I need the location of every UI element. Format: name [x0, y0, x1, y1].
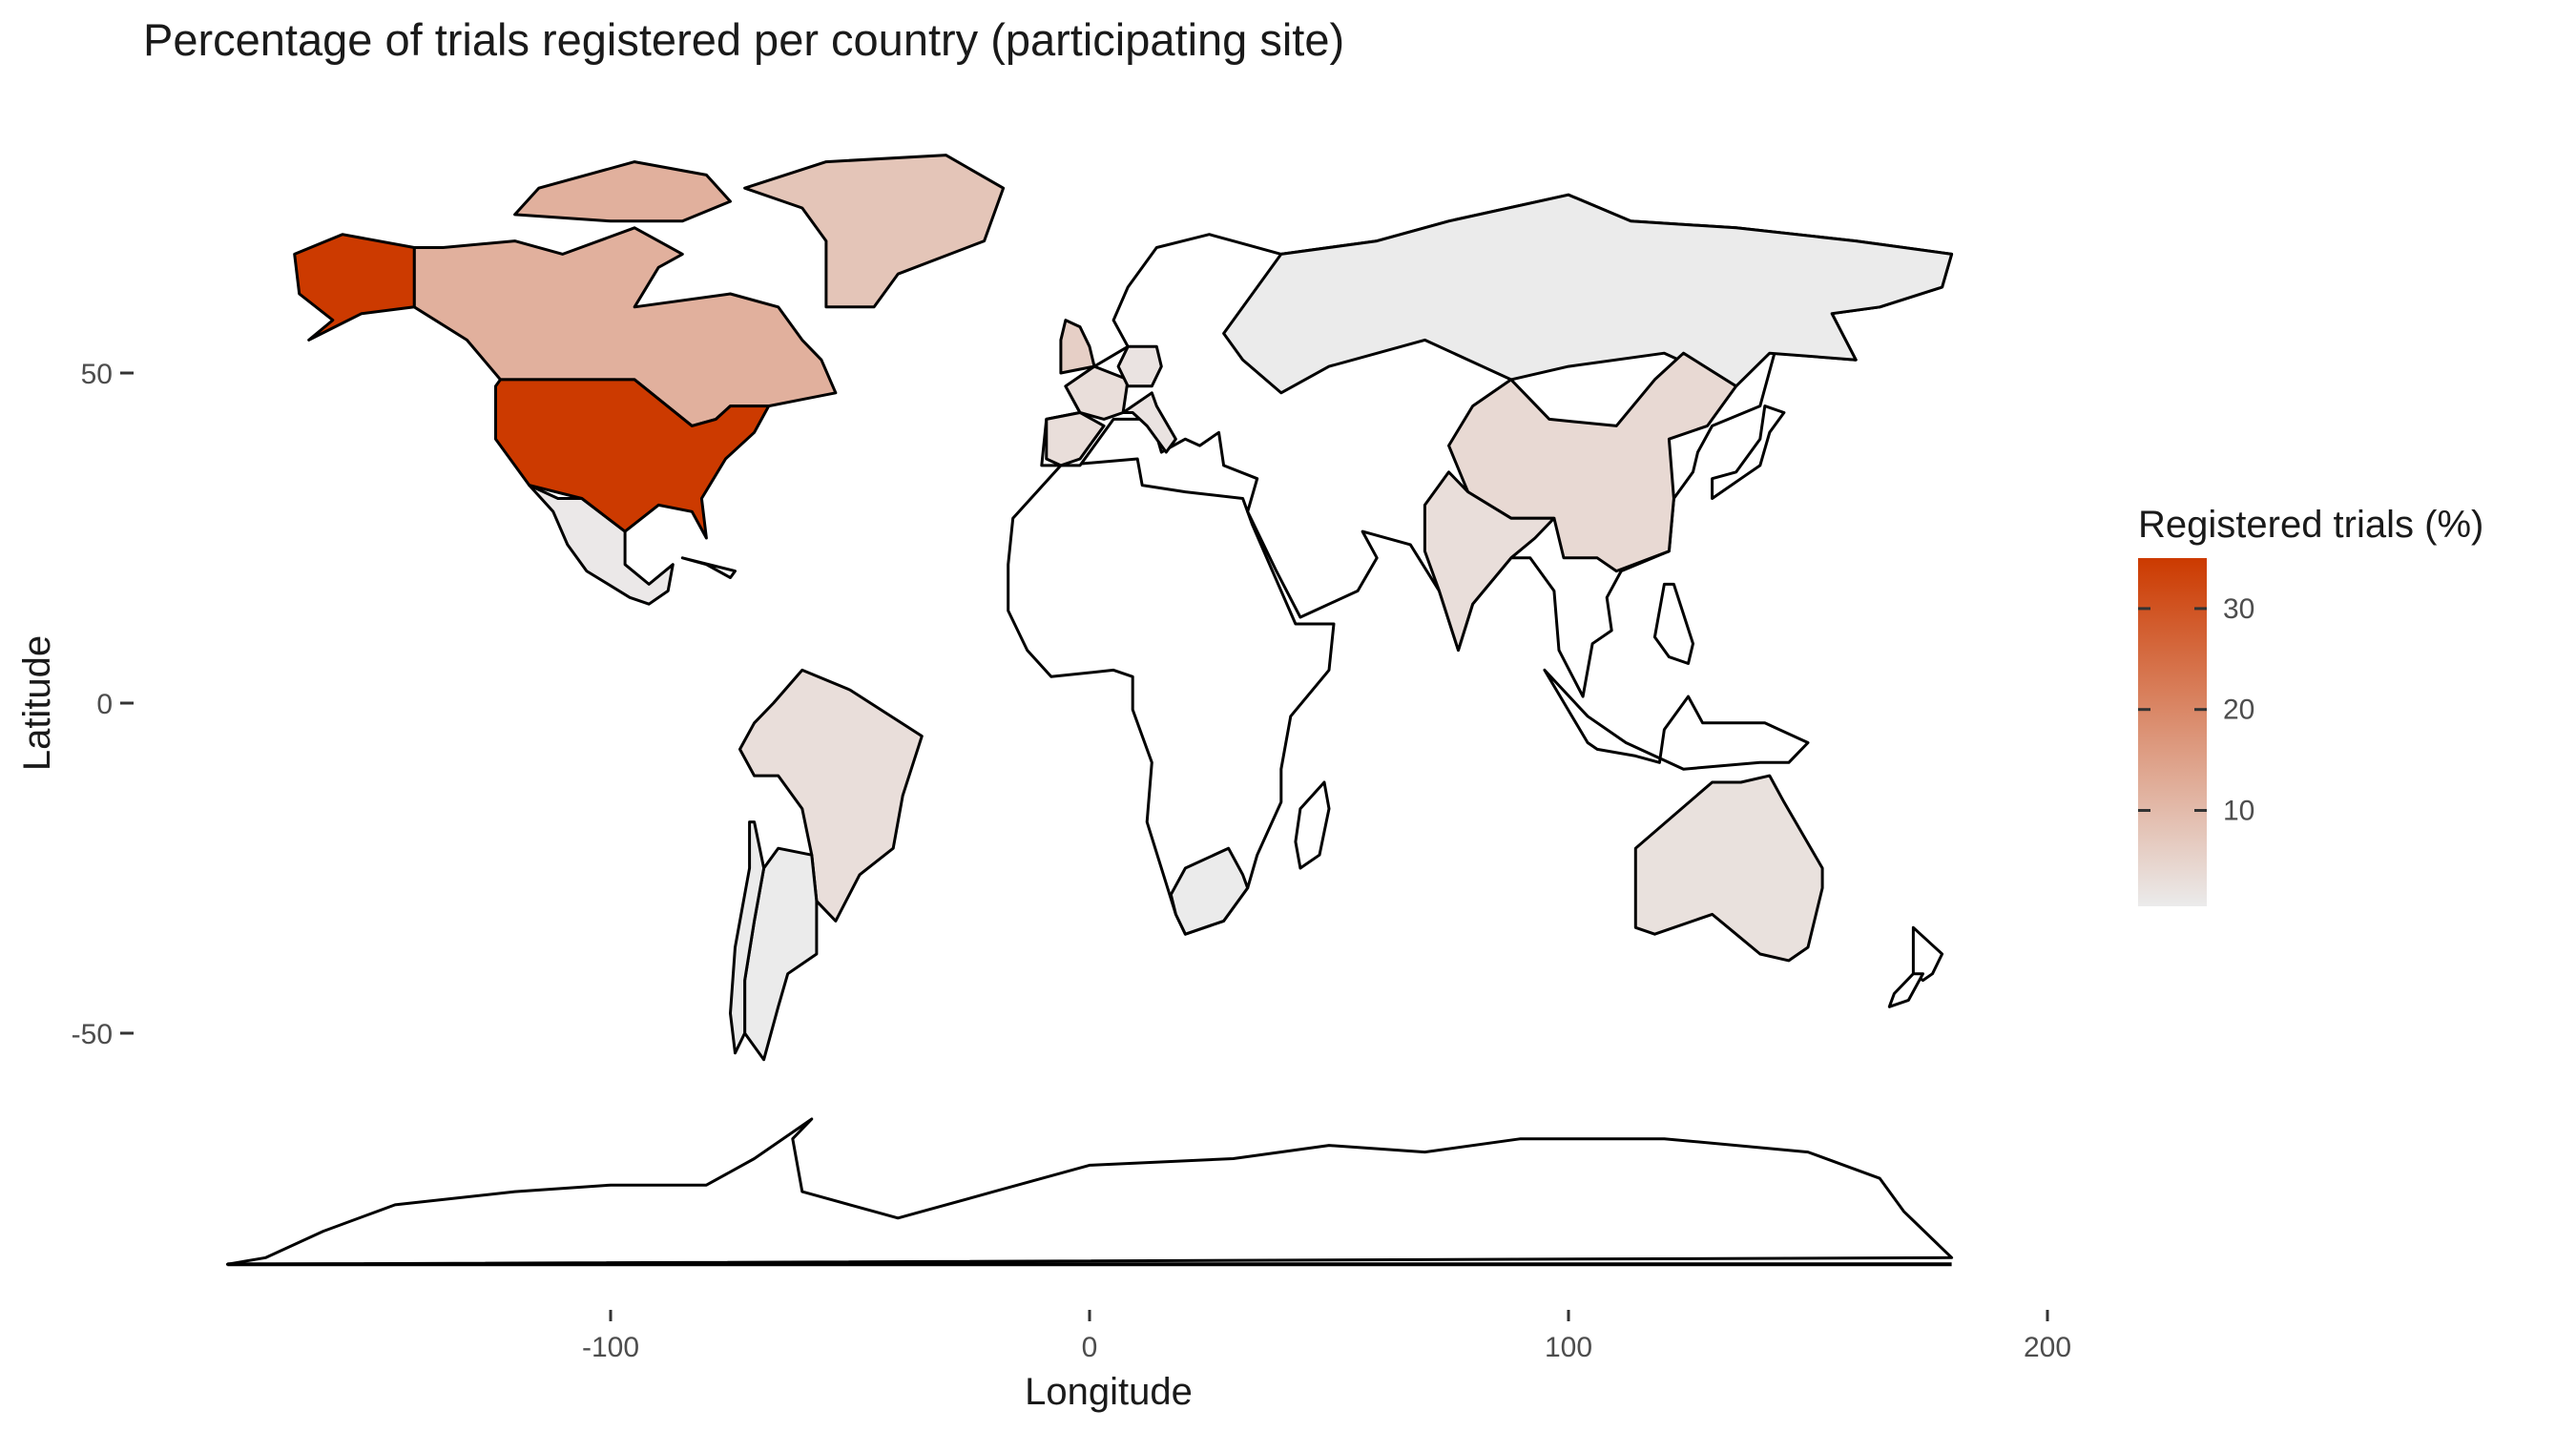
country-russia — [1222, 193, 1954, 395]
new-zealand-south-land — [1887, 972, 1924, 1008]
legend-tick-label: 20 — [2223, 695, 2254, 726]
y-tick-label: -50 — [72, 1019, 113, 1050]
legend-tick-label: 10 — [2223, 795, 2254, 826]
caribbean-land — [680, 556, 737, 579]
x-tick-label: 0 — [1082, 1332, 1098, 1363]
legend-tick-label: 30 — [2223, 593, 2254, 625]
japan-land — [1711, 404, 1786, 500]
y-axis-title: Latitude — [16, 635, 58, 771]
country-canadian-arctic-islands — [513, 160, 732, 223]
country-united-states — [494, 378, 771, 540]
country-italy — [1121, 391, 1177, 454]
country-australia — [1633, 774, 1824, 963]
x-tick-label: 200 — [2024, 1332, 2071, 1363]
country-spain — [1045, 411, 1106, 467]
legend-colorbar — [2138, 558, 2207, 906]
legend: Registered trials (%) 10 20 30 — [2138, 504, 2483, 906]
country-germany — [1116, 344, 1163, 388]
antarctica-land — [225, 1117, 1954, 1266]
chart-title: Percentage of trials registered per coun… — [143, 14, 1345, 65]
x-tick-label: 100 — [1545, 1332, 1592, 1363]
country-greenland — [743, 154, 1006, 309]
x-tick-label: -100 — [582, 1332, 639, 1363]
country-south-africa — [1169, 846, 1250, 936]
southeast-asia-islands-land — [1543, 668, 1810, 771]
x-axis-title: Longitude — [1025, 1371, 1193, 1413]
legend-ticks: 10 20 30 — [2138, 593, 2254, 826]
country-layer — [227, 154, 1954, 1267]
y-tick-label: 50 — [81, 359, 113, 390]
legend-title: Registered trials (%) — [2138, 504, 2483, 546]
country-india — [1423, 470, 1556, 653]
country-united-kingdom — [1059, 319, 1096, 375]
africa-land — [1007, 457, 1336, 936]
country-alaska — [293, 233, 416, 342]
country-chile — [729, 820, 766, 1055]
new-zealand-land — [1911, 925, 1944, 983]
y-tick-label: 0 — [96, 689, 113, 720]
madagascar-land — [1294, 780, 1331, 870]
axes: -100 0 100 200 50 0 -50 — [72, 359, 2071, 1363]
philippines-land — [1652, 582, 1694, 665]
